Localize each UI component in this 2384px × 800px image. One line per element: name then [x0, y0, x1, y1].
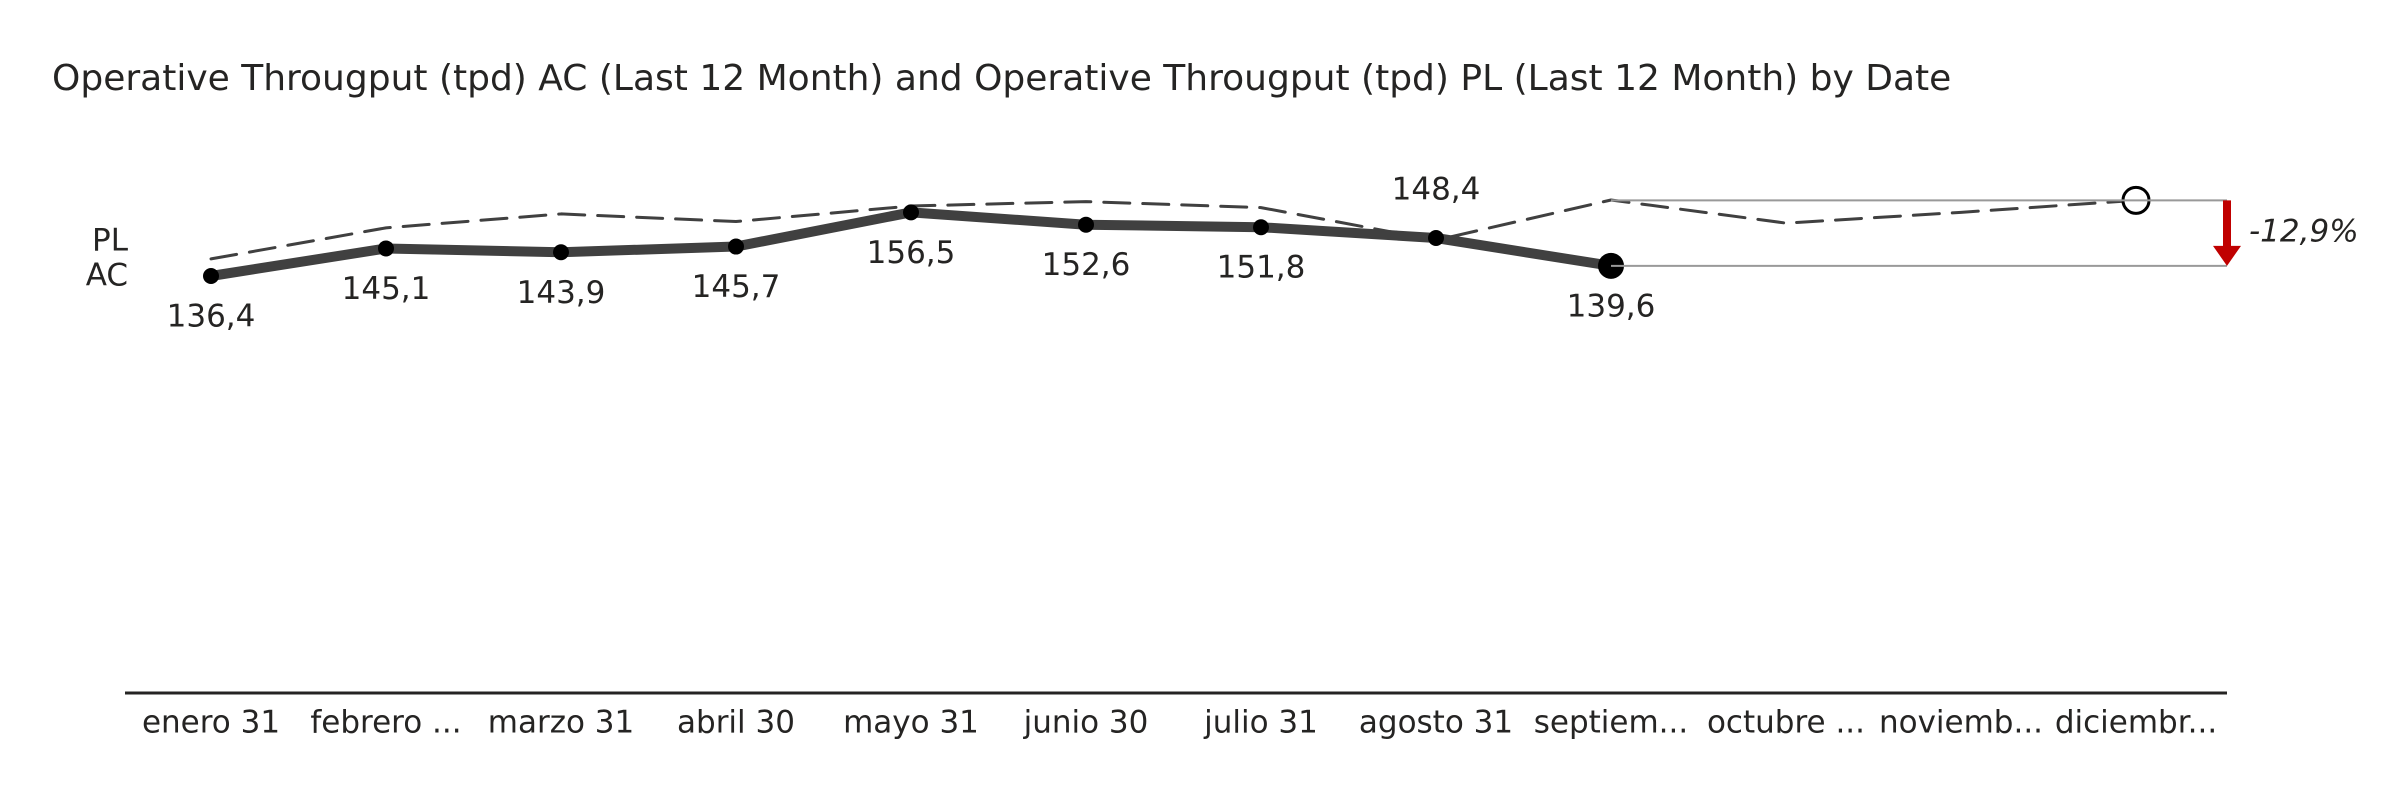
- x-tick-label: enero 31: [142, 705, 280, 741]
- variance-arrow: [2213, 200, 2241, 266]
- legend-label: PL: [92, 223, 129, 259]
- data-label: 152,6: [1042, 247, 1131, 283]
- ac-point: [553, 244, 569, 261]
- x-tick-label: julio 31: [1203, 705, 1318, 741]
- data-label: 143,9: [517, 275, 606, 311]
- x-tick-label: junio 30: [1023, 705, 1149, 741]
- data-label: 136,4: [167, 299, 256, 335]
- x-tick-label: diciembr...: [2055, 705, 2217, 741]
- x-tick-label: septiem...: [1534, 705, 1689, 741]
- ac-point: [1253, 219, 1269, 236]
- x-tick-label: marzo 31: [488, 705, 634, 741]
- x-tick-label: octubre ...: [1707, 705, 1865, 741]
- data-label: 148,4: [1392, 172, 1481, 208]
- ac-point: [378, 240, 394, 257]
- ac-point: [903, 204, 919, 221]
- data-label: 156,5: [867, 235, 956, 271]
- x-tick-label: febrero ...: [310, 705, 461, 741]
- data-label: 145,7: [692, 269, 781, 305]
- data-label: 145,1: [342, 271, 431, 307]
- pl-line: [209, 198, 2138, 261]
- x-tick-label: abril 30: [677, 705, 795, 741]
- data-label: 151,8: [1217, 250, 1306, 286]
- x-tick-label: agosto 31: [1359, 705, 1513, 741]
- ac-point: [1078, 216, 1094, 233]
- variance-label: -12,9%: [2249, 214, 2359, 250]
- ac-point: [203, 268, 219, 284]
- x-tick-label: mayo 31: [843, 705, 979, 741]
- chart-title: Operative Througput (tpd) AC (Last 12 Mo…: [52, 58, 1951, 99]
- ac-point: [1428, 230, 1444, 246]
- data-label: 139,6: [1567, 288, 1656, 324]
- x-tick-label: noviemb...: [1879, 705, 2043, 741]
- legend-label: AC: [86, 258, 128, 294]
- ac-point: [728, 238, 744, 255]
